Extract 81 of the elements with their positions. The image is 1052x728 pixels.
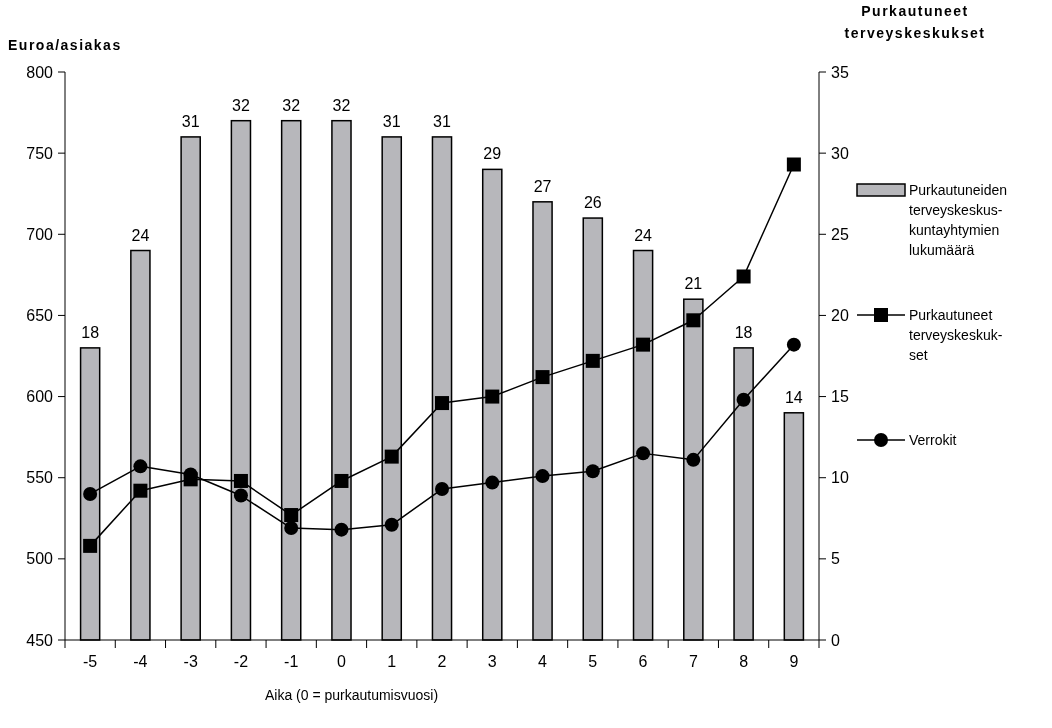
legend-label: Purkautuneet terveyskeskuk- set bbox=[909, 307, 1003, 363]
point bbox=[585, 464, 600, 479]
point bbox=[83, 486, 98, 501]
data-label: 14 bbox=[784, 388, 803, 406]
x-tick-label: -2 bbox=[233, 653, 249, 670]
y-tick-label: 450 bbox=[26, 631, 54, 649]
point bbox=[636, 446, 651, 461]
point bbox=[384, 517, 399, 532]
x-tick-label: 9 bbox=[789, 653, 799, 670]
data-label: 31 bbox=[181, 112, 200, 130]
y-tick-label: 800 bbox=[26, 63, 54, 81]
x-tick-label: 4 bbox=[538, 653, 548, 670]
point bbox=[183, 472, 198, 487]
x-tick-label: 7 bbox=[688, 653, 698, 670]
x-axis-title: Aika (0 = purkautumisvuosi) bbox=[264, 687, 439, 703]
data-label: 31 bbox=[382, 112, 401, 130]
y2-tick-label: 30 bbox=[831, 144, 849, 162]
y-axis-title: Euroa/asiakas bbox=[8, 37, 122, 53]
point bbox=[786, 337, 801, 352]
point bbox=[485, 389, 500, 404]
point bbox=[636, 337, 651, 352]
x-tick-label: 1 bbox=[387, 653, 397, 670]
x-tick-label: -4 bbox=[133, 653, 148, 670]
data-label: 18 bbox=[734, 323, 753, 341]
data-label: 29 bbox=[483, 145, 502, 163]
point bbox=[133, 483, 148, 498]
x-tick-label: 0 bbox=[337, 653, 347, 670]
point bbox=[736, 392, 751, 407]
data-label: 21 bbox=[684, 275, 703, 293]
point bbox=[233, 488, 248, 503]
point bbox=[435, 396, 449, 411]
point bbox=[686, 313, 701, 328]
point bbox=[585, 353, 600, 368]
point bbox=[736, 269, 751, 284]
x-tick-label: 8 bbox=[739, 653, 749, 670]
point bbox=[686, 452, 701, 467]
data-label: 32 bbox=[282, 96, 301, 114]
y-tick-label: 600 bbox=[26, 388, 54, 406]
point bbox=[384, 449, 399, 464]
y2-tick-label: 5 bbox=[831, 550, 840, 568]
y2-axis-title: Purkautuneet terveyskeskukset bbox=[844, 3, 986, 41]
x-tick-label: -3 bbox=[183, 653, 198, 670]
x-tick-label: 5 bbox=[588, 653, 598, 670]
data-label: 32 bbox=[332, 96, 351, 114]
data-label: 24 bbox=[634, 226, 653, 244]
point bbox=[535, 469, 550, 484]
y2-tick-label: 10 bbox=[831, 469, 849, 487]
y2-tick-label: 35 bbox=[831, 63, 849, 81]
y-tick-label: 700 bbox=[26, 225, 54, 243]
x-tick-label: 2 bbox=[437, 653, 447, 670]
point bbox=[786, 157, 801, 172]
data-label: 32 bbox=[232, 96, 250, 114]
data-label: 26 bbox=[583, 194, 602, 212]
point bbox=[485, 475, 500, 490]
data-label: 31 bbox=[433, 112, 451, 130]
point bbox=[83, 538, 98, 553]
point bbox=[284, 508, 299, 523]
point bbox=[435, 482, 449, 497]
legend-label: Verrokit bbox=[909, 432, 957, 448]
y-tick-label: 500 bbox=[26, 550, 54, 568]
point bbox=[334, 473, 349, 488]
point bbox=[133, 459, 148, 474]
y-tick-label: 650 bbox=[26, 307, 54, 325]
data-label: 27 bbox=[533, 177, 552, 195]
point bbox=[535, 370, 550, 385]
legend-label: Purkautuneiden terveyskeskus- kuntayhtymien lukumäärä bbox=[909, 182, 1008, 258]
data-label: 24 bbox=[131, 226, 150, 244]
point bbox=[233, 473, 248, 488]
data-label: 18 bbox=[81, 323, 100, 341]
x-tick-label: 3 bbox=[487, 653, 497, 670]
y-tick-label: 750 bbox=[26, 144, 54, 162]
y2-tick-label: 15 bbox=[831, 388, 849, 406]
y-tick-label: 550 bbox=[26, 469, 54, 487]
point bbox=[284, 521, 299, 536]
y2-tick-label: 0 bbox=[831, 631, 840, 649]
x-tick-label: -1 bbox=[284, 653, 299, 670]
y2-tick-label: 20 bbox=[831, 307, 849, 325]
y2-tick-label: 25 bbox=[831, 225, 849, 243]
x-tick-label: 6 bbox=[638, 653, 648, 670]
point bbox=[334, 522, 349, 537]
x-tick-label: -5 bbox=[83, 653, 98, 670]
